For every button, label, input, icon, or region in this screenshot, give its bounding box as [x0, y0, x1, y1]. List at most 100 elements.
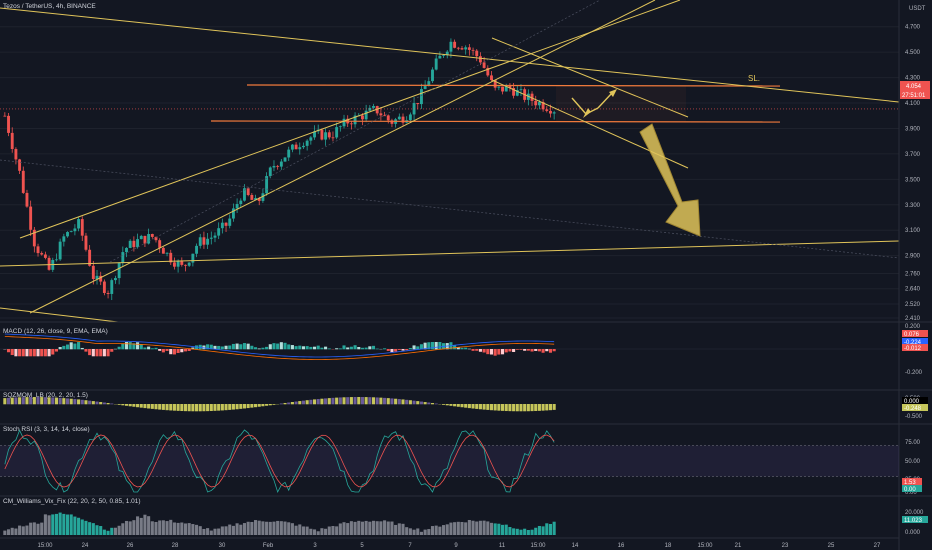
macd-histogram-bar	[501, 349, 505, 355]
vix-fix-bar	[526, 529, 530, 535]
vix-fix-bar	[442, 525, 446, 535]
candle-body	[324, 132, 328, 140]
sqzmom-bar	[394, 398, 398, 405]
sqzmom-bar	[176, 404, 180, 411]
candle-body	[272, 165, 276, 168]
sqzmom-bar	[150, 404, 154, 409]
macd-pane[interactable]: MACD (12, 26, close, 9, EMA, EMA) 0.200 0…	[0, 324, 928, 376]
candle-body	[383, 115, 387, 117]
vix-fix-bar	[231, 525, 235, 535]
macd-histogram-bar	[62, 345, 66, 350]
macd-histogram-bar	[40, 349, 44, 357]
vix-fix-bar	[253, 520, 258, 535]
candle-body	[290, 144, 294, 150]
sqzmom-bar	[346, 397, 350, 405]
sqzmom-bar	[497, 404, 501, 411]
sqzmom-value-text: -0.248	[904, 406, 922, 412]
candle-body	[55, 259, 58, 261]
macd-histogram-bar	[47, 349, 51, 357]
price-tick-label: 4.100	[905, 101, 921, 107]
macd-histogram-bar	[456, 347, 460, 350]
sqzmom-bar	[198, 404, 202, 412]
sqzmom-bar	[408, 400, 412, 405]
macd-histogram-bar	[220, 346, 224, 350]
price-pane[interactable]: Tezos / TetherUS, 4h, BINANCE SL.	[0, 0, 900, 323]
macd-histogram-bar	[298, 345, 302, 350]
sqzmom-bar	[460, 404, 464, 408]
sqzmom-bar	[3, 398, 7, 405]
sqzmom-bar	[21, 397, 25, 405]
time-tick-label: 27	[874, 543, 881, 549]
candle-body	[154, 236, 158, 241]
macd-tick-label: 0.200	[905, 324, 921, 330]
sqzmom-bar	[195, 404, 199, 412]
sqzmom-bar	[95, 401, 99, 405]
candle-body	[209, 237, 213, 239]
sqzmom-bar	[478, 404, 482, 410]
vix-fix-bar	[357, 520, 361, 535]
sqzmom-pane[interactable]: SQZMOM_LB (20, 2, 20, 1.5) 0.5000.000-0.…	[3, 392, 928, 420]
vix-fix-bar	[401, 523, 405, 535]
vix-fix-bar	[335, 526, 339, 535]
macd-value-tag	[902, 344, 928, 351]
sqzmom-bar	[202, 404, 206, 412]
vix-fix-bar	[497, 523, 501, 535]
sqzmom-bar	[375, 397, 379, 405]
macd-histogram-bar	[69, 342, 73, 350]
candle-body	[342, 118, 346, 127]
vix-fix-bar	[29, 522, 33, 535]
macd-histogram-bar	[394, 349, 398, 352]
candle-body	[279, 161, 283, 167]
vix-fix-bar	[121, 523, 125, 535]
vix-fix-bar	[158, 520, 162, 535]
candle-body	[150, 234, 154, 237]
sqzmom-bar	[77, 399, 81, 405]
macd-histogram-bar	[390, 349, 394, 353]
vix-fix-bar	[475, 521, 479, 535]
sqzmom-bar	[172, 404, 176, 411]
sqzmom-bar	[298, 401, 302, 405]
candle-body	[456, 47, 460, 49]
candle-body	[125, 247, 128, 253]
vix-fix-bar	[217, 528, 221, 535]
time-tick-label: 5	[360, 543, 364, 549]
vix-fix-bar	[32, 522, 36, 535]
macd-histogram-bar	[43, 349, 47, 357]
candle-body	[132, 240, 136, 248]
macd-histogram-bar	[99, 349, 103, 357]
macd-histogram-bar	[419, 344, 423, 350]
sqzmom-bar	[139, 404, 143, 408]
price-axis[interactable]: USDT 4.700 4.500 4.300 4.100 3.900 3.700 3.500…	[898, 0, 930, 550]
sqzmom-bar	[265, 404, 269, 406]
macd-histogram-bar	[305, 346, 309, 350]
candle-body	[519, 89, 523, 91]
vix-fix-bar	[408, 528, 412, 535]
candle-body	[453, 41, 457, 48]
time-tick-label: 18	[665, 543, 672, 549]
macd-histogram-bar	[508, 349, 512, 352]
macd-histogram-bar	[335, 348, 339, 350]
vix-fix-bar	[220, 526, 224, 535]
time-tick-label: 15:00	[530, 543, 546, 549]
vix-fix-bar	[88, 522, 92, 535]
macd-histogram-bar	[430, 342, 435, 350]
macd-histogram-bar	[54, 349, 58, 352]
sqzmom-bar	[423, 402, 427, 405]
time-axis[interactable]: 15:00 24 26 28 30 Feb 3 5 7 9 11 15:00 14 16 18 15:00 21…	[0, 537, 899, 549]
macd-signal-line	[4, 336, 555, 360]
macd-tick-label: -0.200	[905, 370, 923, 376]
sqzmom-bar	[537, 404, 541, 411]
sqzmom-bar	[512, 404, 516, 412]
sqzmom-bar	[301, 400, 306, 405]
sqzmom-bar	[128, 404, 132, 407]
macd-histogram-bar	[150, 348, 154, 350]
sqzmom-bar	[290, 402, 294, 405]
stoch-rsi-pane[interactable]: Stoch RSI (3, 3, 14, 14, close) 75.00 50.…	[0, 426, 922, 496]
macd-histogram-bar	[154, 347, 158, 350]
vix-fix-bar	[176, 522, 180, 535]
price-tick-label: 4.700	[905, 25, 921, 31]
williams-vix-fix-pane[interactable]: CM_Williams_Vix_Fix (22, 20, 2, 50, 0.85…	[3, 498, 928, 536]
vix-fix-bar	[58, 512, 62, 535]
candle-body	[206, 238, 210, 245]
